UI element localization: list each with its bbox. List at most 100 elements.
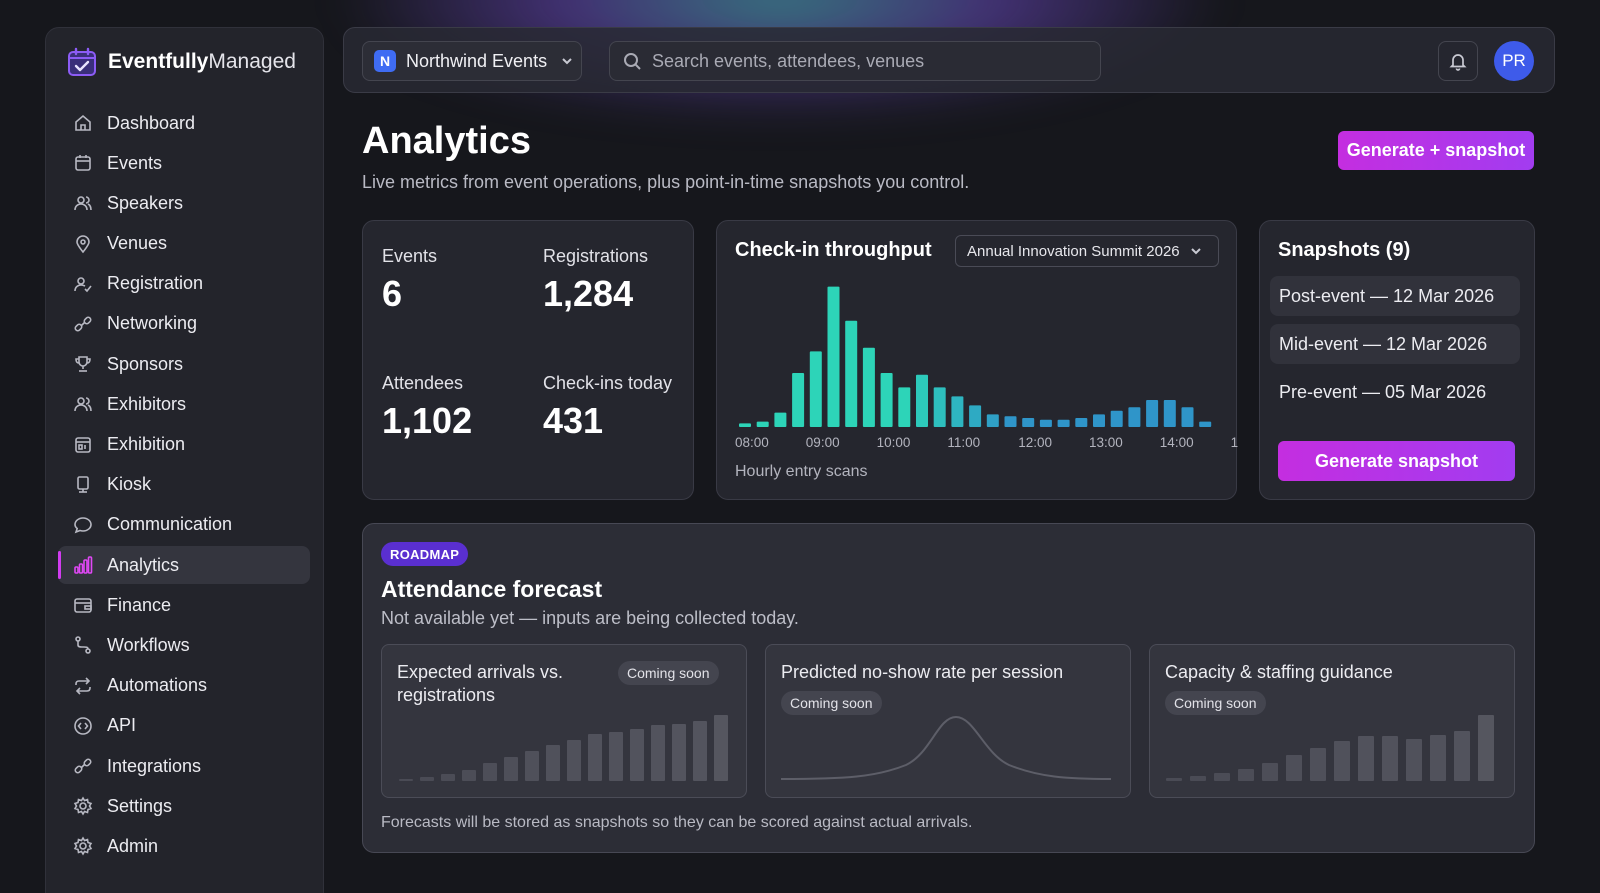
chat-icon — [74, 517, 92, 534]
x-tick-label: 13:00 — [1089, 435, 1123, 450]
sidebar-item-label: API — [107, 715, 137, 736]
sidebar-item-label: Registration — [107, 273, 204, 294]
x-tick-label: 09:00 — [806, 435, 840, 450]
sidebar-item-speakers[interactable]: Speakers — [58, 184, 310, 222]
sidebar-item-finance[interactable]: Finance — [58, 586, 310, 624]
sidebar-nav: Dashboard Events Speakers Venues Registr… — [58, 104, 310, 868]
chart-bar — [986, 414, 999, 427]
chart-bar — [1163, 400, 1176, 427]
event-select[interactable]: Annual Innovation Summit 2026 — [955, 235, 1219, 267]
sidebar-item-networking[interactable]: Networking — [58, 305, 310, 343]
sidebar-item-kiosk[interactable]: Kiosk — [58, 466, 310, 504]
generate-snapshot-card-button[interactable]: Generate snapshot — [1278, 441, 1515, 481]
users-icon — [74, 196, 92, 211]
sidebar-item-venues[interactable]: Venues — [58, 225, 310, 263]
chart-bar — [756, 421, 769, 427]
roadmap-badge: ROADMAP — [381, 542, 469, 566]
x-tick-label: 10:00 — [877, 435, 911, 450]
sidebar-item-automations[interactable]: Automations — [58, 667, 310, 705]
sidebar-item-label: Settings — [107, 795, 173, 816]
sidebar-item-label: Finance — [107, 594, 172, 615]
stat-value: 6 — [382, 273, 403, 314]
brand[interactable]: EventfullyManaged — [66, 46, 296, 78]
sidebar-item-communication[interactable]: Communication — [58, 506, 310, 544]
forecast-panel-title: Predicted no-show rate per session — [781, 662, 1064, 682]
snapshots-card: Snapshots (9) Post-event — 12 Mar 2026 M… — [1259, 220, 1535, 500]
sidebar-item-label: Dashboard — [107, 112, 196, 133]
sidebar-item-label: Integrations — [107, 755, 202, 776]
forecast-panel-title: Capacity & staffing guidance — [1165, 662, 1393, 682]
trophy-icon — [75, 356, 91, 372]
chart-bar — [1093, 414, 1105, 427]
search-box — [609, 41, 1101, 81]
sidebar-item-analytics[interactable]: Analytics — [58, 546, 310, 585]
sidebar-item-label: Communication — [107, 514, 233, 535]
sidebar-item-events[interactable]: Events — [58, 144, 310, 182]
calendar-grid-icon — [75, 436, 91, 453]
stat-label: Attendees — [382, 373, 464, 393]
sidebar-item-integrations[interactable]: Integrations — [58, 747, 310, 785]
stat-checkins-today: Check-ins today 431 — [543, 373, 672, 442]
sidebar-item-api[interactable]: API — [58, 707, 310, 745]
chart-bar — [739, 423, 751, 427]
stat-value: 1,284 — [543, 273, 634, 314]
x-tick-label: 15:00 — [1231, 435, 1238, 450]
sidebar-item-exhibition[interactable]: Exhibition — [58, 426, 310, 464]
brand-name: EventfullyManaged — [108, 50, 296, 73]
notifications-button[interactable] — [1438, 41, 1478, 81]
stats-card: Events 6 Registrations 1,284 Attendees 1… — [362, 220, 694, 500]
chart-bar — [969, 405, 982, 427]
checkin-chart: 08:00 09:00 10:00 11:00 12:00 13:00 14:00 15:00… — [735, 286, 1238, 450]
chart-bar — [1181, 407, 1194, 427]
snapshot-item[interactable]: Mid-event — 12 Mar 2026 — [1270, 324, 1520, 364]
sidebar-item-label: Automations — [107, 675, 208, 696]
org-name: Northwind Events — [406, 50, 548, 71]
users-icon — [74, 397, 92, 412]
link-icon — [74, 316, 92, 332]
sidebar-item-label: Events — [107, 152, 163, 173]
topbar: N Northwind Events PR — [343, 27, 1555, 93]
sidebar-item-dashboard[interactable]: Dashboard — [58, 104, 310, 142]
map-pin-icon — [76, 234, 90, 253]
page-subtitle: Live metrics from event operations, plus… — [362, 172, 970, 192]
event-select-value: Annual Innovation Summit 2026 — [967, 242, 1180, 260]
stat-attendees: Attendees 1,102 — [382, 373, 472, 442]
snapshot-item[interactable]: Pre-event — 05 Mar 2026 — [1279, 381, 1487, 402]
sidebar-item-label: Workflows — [107, 634, 190, 655]
snapshot-item[interactable]: Post-event — 12 Mar 2026 — [1270, 276, 1520, 316]
forecast-panel-arrivals: Expected arrivals vs. registrations Comi… — [381, 644, 747, 798]
stat-value: 1,102 — [382, 400, 473, 441]
org-badge: N — [374, 50, 396, 72]
forecast-subtitle: Not available yet — inputs are being col… — [381, 608, 799, 628]
wallet-icon — [74, 598, 92, 614]
sidebar-item-sponsors[interactable]: Sponsors — [58, 345, 310, 383]
sidebar-item-label: Kiosk — [107, 474, 152, 495]
chart-bar — [880, 373, 893, 427]
coming-soon-badge: Coming soon — [1165, 691, 1266, 715]
org-switcher[interactable]: N Northwind Events — [362, 41, 582, 81]
admin-gear-icon — [73, 836, 93, 856]
search-input[interactable] — [652, 50, 1092, 72]
calendar-check-logo-icon — [68, 47, 96, 76]
plug-icon — [74, 758, 92, 774]
chart-title: Check-in throughput — [735, 239, 932, 261]
sidebar-item-admin[interactable]: Admin — [58, 827, 310, 865]
chart-bar — [792, 373, 805, 427]
chart-bar — [1128, 407, 1141, 427]
sidebar-item-registration[interactable]: Registration — [58, 265, 310, 303]
chart-bar — [1039, 419, 1052, 427]
avatar[interactable]: PR — [1494, 41, 1534, 81]
chart-bar — [845, 320, 858, 427]
chart-bar — [809, 351, 822, 427]
chart-bar — [827, 286, 840, 427]
sidebar-item-workflows[interactable]: Workflows — [58, 626, 310, 664]
user-check-icon — [74, 276, 92, 292]
chart-bar — [862, 347, 875, 427]
sidebar-item-exhibitors[interactable]: Exhibitors — [58, 385, 310, 423]
generate-snapshot-button[interactable]: Generate + snapshot — [1338, 131, 1534, 170]
sidebar-item-label: Speakers — [107, 192, 184, 213]
sidebar-item-settings[interactable]: Settings — [58, 787, 310, 825]
chevron-down-icon — [1190, 248, 1201, 255]
no-show-placeholder-chart — [780, 715, 1112, 780]
chart-bar — [1057, 419, 1070, 427]
